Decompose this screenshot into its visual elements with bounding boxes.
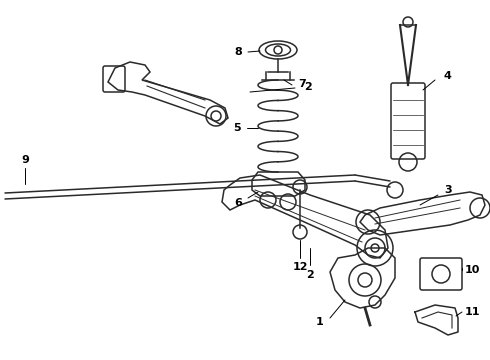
Text: 9: 9 — [21, 155, 29, 165]
Text: 6: 6 — [234, 198, 242, 208]
Text: 1: 1 — [316, 317, 324, 327]
Text: 10: 10 — [465, 265, 480, 275]
Text: 7: 7 — [298, 79, 306, 89]
Text: 4: 4 — [443, 71, 451, 81]
Text: 8: 8 — [234, 47, 242, 57]
Text: 2: 2 — [306, 270, 314, 280]
Text: 3: 3 — [444, 185, 452, 195]
Text: 12: 12 — [292, 262, 308, 272]
Text: 5: 5 — [233, 123, 241, 133]
Text: 11: 11 — [464, 307, 480, 317]
Text: 2: 2 — [304, 82, 312, 92]
